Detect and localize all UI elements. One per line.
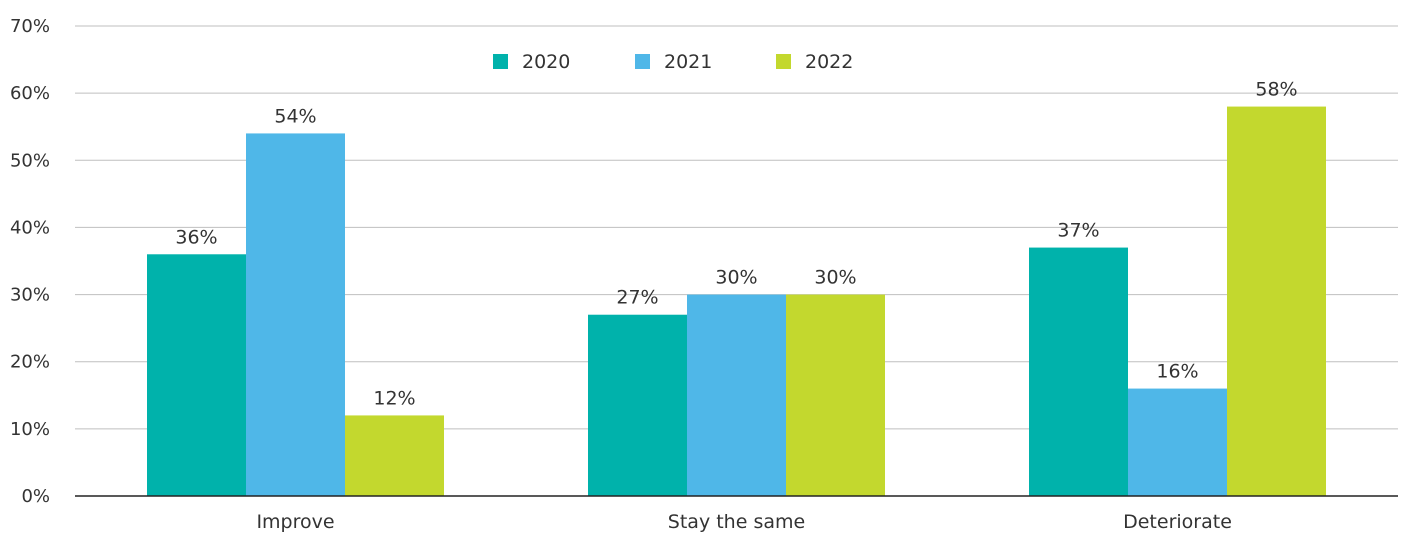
data-label: 27%	[616, 287, 658, 309]
y-tick-label: 50%	[10, 150, 50, 171]
data-label: 58%	[1255, 79, 1297, 101]
bar-2020-stay-the-same	[588, 314, 687, 496]
legend-label-2021: 2021	[664, 51, 712, 73]
bar-2022-stay-the-same	[786, 294, 885, 496]
data-label: 30%	[814, 267, 856, 289]
y-tick-label: 60%	[10, 83, 50, 104]
legend-swatch-2022	[776, 54, 791, 69]
category-label: Improve	[256, 511, 334, 533]
bars	[147, 106, 1326, 497]
legend-label-2020: 2020	[522, 51, 570, 73]
y-axis-ticks: 0% 10% 20% 30% 40% 50% 60% 70%	[10, 16, 50, 507]
bar-2020-deteriorate	[1029, 247, 1128, 496]
data-label: 30%	[715, 267, 757, 289]
category-label: Stay the same	[668, 511, 805, 533]
legend-swatch-2020	[493, 54, 508, 69]
y-tick-label: 30%	[10, 285, 50, 306]
legend: 2020 2021 2022	[493, 51, 853, 73]
bar-2022-deteriorate	[1227, 106, 1326, 497]
bar-2021-stay-the-same	[687, 294, 786, 496]
data-label: 54%	[274, 105, 316, 127]
data-label: 36%	[175, 226, 217, 248]
y-tick-label: 20%	[10, 352, 50, 373]
bar-2022-improve	[345, 415, 444, 496]
legend-label-2022: 2022	[805, 51, 853, 73]
legend-swatch-2021	[635, 54, 650, 69]
data-label: 12%	[373, 387, 415, 409]
y-tick-label: 40%	[10, 217, 50, 238]
data-labels: 36% 54% 12% 27% 30% 30% 37% 16% 58%	[175, 79, 1297, 410]
data-label: 16%	[1156, 361, 1198, 383]
y-tick-label: 70%	[10, 16, 50, 37]
y-tick-label: 10%	[10, 419, 50, 440]
data-label: 37%	[1057, 220, 1099, 242]
bar-2021-deteriorate	[1128, 388, 1227, 496]
x-axis-categories: Improve Stay the same Deteriorate	[256, 511, 1231, 533]
y-tick-label: 0%	[21, 486, 50, 507]
category-label: Deteriorate	[1123, 511, 1232, 533]
bar-2021-improve	[246, 133, 345, 496]
bar-2020-improve	[147, 254, 246, 496]
